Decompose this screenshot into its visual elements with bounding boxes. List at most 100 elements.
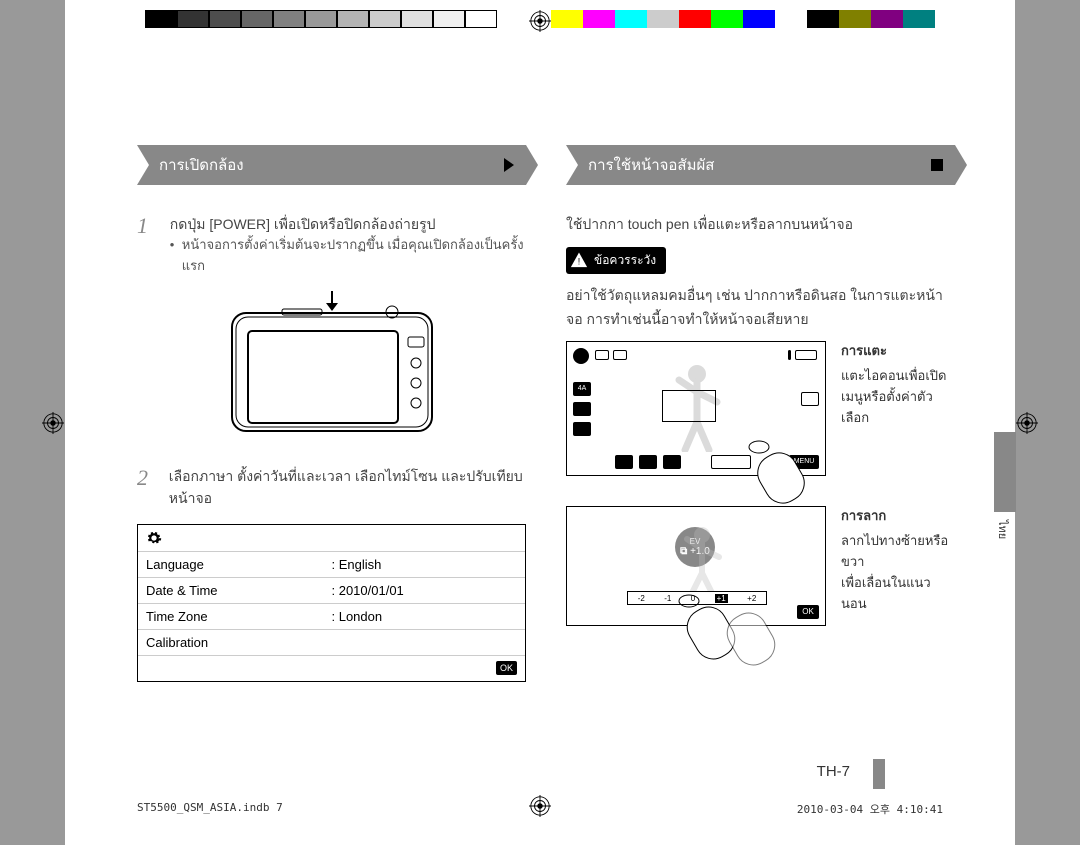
swatch bbox=[177, 10, 209, 28]
thumb-tab bbox=[994, 432, 1016, 512]
settings-panel: Language: EnglishDate & Time: 2010/01/01… bbox=[137, 524, 526, 682]
mode-icon bbox=[573, 348, 589, 364]
swatch bbox=[583, 10, 615, 28]
ribbon-text: การเปิดกล้อง bbox=[159, 153, 244, 177]
right-column: การใช้หน้าจอสัมผัส ใช้ปากกา touch pen เพ… bbox=[566, 145, 955, 785]
status-icon bbox=[613, 350, 627, 360]
ev-tick: -1 bbox=[664, 594, 671, 603]
footer-filename: ST5500_QSM_ASIA.indb 7 bbox=[137, 801, 283, 817]
ev-tick: -2 bbox=[638, 594, 645, 603]
step-bullet: หน้าจอการตั้งค่าเริ่มต้นจะปรากฏขึ้น เมื่… bbox=[170, 235, 526, 277]
step-text: เลือกภาษา ตั้งค่าวันที่และเวลา เลือกไทม์… bbox=[169, 465, 526, 510]
step-number: 1 bbox=[137, 213, 158, 277]
play-icon bbox=[504, 158, 514, 172]
wifi-icon bbox=[801, 392, 819, 406]
drag-demo-screen: EV ⧉ +1.0 -2-10+1+2 OK bbox=[566, 506, 826, 626]
swatch bbox=[241, 10, 273, 28]
svg-text:!: ! bbox=[578, 257, 581, 267]
content-area: การเปิดกล้อง 1 กดปุ่ม [POWER] เพื่อเปิดห… bbox=[137, 145, 955, 785]
ev-icon bbox=[639, 455, 657, 469]
swatch bbox=[305, 10, 337, 28]
swatch bbox=[369, 10, 401, 28]
caution-label: ข้อควรระวัง bbox=[594, 251, 656, 270]
settings-value: : 2010/01/01 bbox=[332, 583, 518, 598]
status-icon bbox=[595, 350, 609, 360]
stylus-icon bbox=[747, 435, 807, 505]
swatch bbox=[551, 10, 583, 28]
settings-row: Calibration bbox=[138, 629, 525, 655]
settings-key: Time Zone bbox=[146, 609, 332, 624]
swatch bbox=[711, 10, 743, 28]
swatch bbox=[615, 10, 647, 28]
drag-description: การลาก ลากไปทางซ้ายหรือขวา เพื่อเลื่อนใน… bbox=[841, 506, 955, 614]
mode-badge: 4A bbox=[573, 382, 591, 396]
page-number: TH-7 bbox=[817, 763, 850, 780]
swatch bbox=[743, 10, 775, 28]
registration-mark-icon bbox=[42, 412, 64, 434]
footer-timestamp: 2010-03-04 오후 4:10:41 bbox=[797, 801, 943, 817]
battery-icon bbox=[795, 350, 817, 360]
settings-value: : English bbox=[332, 557, 518, 572]
page-number-tab bbox=[873, 759, 885, 789]
swatch bbox=[273, 10, 305, 28]
swatch bbox=[679, 10, 711, 28]
settings-row: Language: English bbox=[138, 551, 525, 577]
ok-button: OK bbox=[797, 605, 819, 619]
camera-illustration bbox=[222, 291, 442, 441]
swatch bbox=[433, 10, 465, 28]
ribbon-text: การใช้หน้าจอสัมผัส bbox=[588, 153, 714, 177]
stop-icon bbox=[931, 159, 943, 171]
caution-badge: ! ข้อควรระวัง bbox=[566, 247, 666, 274]
af-icon bbox=[573, 402, 591, 416]
flash-icon bbox=[663, 455, 681, 469]
drag-title: การลาก bbox=[841, 506, 955, 527]
drag-line: เพื่อเลื่อนในแนวนอน bbox=[841, 573, 955, 615]
person-silhouette bbox=[677, 525, 727, 595]
registration-mark-icon bbox=[1016, 412, 1038, 434]
print-footer: ST5500_QSM_ASIA.indb 7 2010-03-04 오후 4:1… bbox=[137, 801, 943, 817]
tap-description: การแตะ แตะไอคอนเพื่อเปิด เมนูหรือตั้งค่า… bbox=[841, 341, 955, 428]
settings-value: : London bbox=[332, 609, 518, 624]
zoom-icon bbox=[711, 455, 751, 469]
back-icon bbox=[615, 455, 633, 469]
settings-key: Date & Time bbox=[146, 583, 332, 598]
settings-footer: OK bbox=[138, 655, 525, 681]
step-2: 2 เลือกภาษา ตั้งค่าวันที่และเวลา เลือกไท… bbox=[137, 465, 526, 510]
swatch bbox=[903, 10, 935, 28]
gear-icon bbox=[146, 530, 162, 546]
section-heading-left: การเปิดกล้อง bbox=[137, 145, 526, 185]
swatch bbox=[145, 10, 177, 28]
warning-icon: ! bbox=[570, 251, 588, 269]
swatch bbox=[337, 10, 369, 28]
signal-icon bbox=[788, 350, 791, 360]
swatch bbox=[807, 10, 839, 28]
drag-line: ลากไปทางซ้ายหรือขวา bbox=[841, 531, 955, 573]
settings-row: Date & Time: 2010/01/01 bbox=[138, 577, 525, 603]
printer-colorbar-color bbox=[551, 10, 935, 28]
swatch bbox=[871, 10, 903, 28]
tap-demo-screen: 4A MENU bbox=[566, 341, 826, 476]
manual-page: ไทย การเปิดกล้อง 1 กดปุ่ม [POWER] เพื่อเ… bbox=[65, 0, 1015, 845]
tap-line: แตะไอคอนเพื่อเปิด bbox=[841, 366, 955, 387]
face-icon bbox=[573, 422, 591, 436]
printer-colorbar-gray bbox=[145, 10, 497, 28]
swatch bbox=[647, 10, 679, 28]
left-column: การเปิดกล้อง 1 กดปุ่ม [POWER] เพื่อเปิดห… bbox=[137, 145, 526, 785]
stylus-icon bbox=[717, 595, 777, 667]
swatch bbox=[775, 10, 807, 28]
swatch bbox=[209, 10, 241, 28]
section-heading-right: การใช้หน้าจอสัมผัส bbox=[566, 145, 955, 185]
step-1: 1 กดปุ่ม [POWER] เพื่อเปิดหรือปิดกล้องถ่… bbox=[137, 213, 526, 277]
settings-key: Language bbox=[146, 557, 332, 572]
settings-key: Calibration bbox=[146, 635, 332, 650]
settings-header bbox=[138, 525, 525, 551]
caution-text: อย่าใช้วัตถุแหลมคมอื่นๆ เช่น ปากกาหรือดิ… bbox=[566, 284, 955, 332]
ok-badge: OK bbox=[496, 661, 517, 675]
step-text: กดปุ่ม [POWER] เพื่อเปิดหรือปิดกล้องถ่าย… bbox=[170, 213, 526, 235]
step-number: 2 bbox=[137, 465, 157, 510]
language-tab-label: ไทย bbox=[993, 520, 1011, 539]
swatch bbox=[465, 10, 497, 28]
swatch bbox=[401, 10, 433, 28]
swatch bbox=[839, 10, 871, 28]
tap-title: การแตะ bbox=[841, 341, 955, 362]
